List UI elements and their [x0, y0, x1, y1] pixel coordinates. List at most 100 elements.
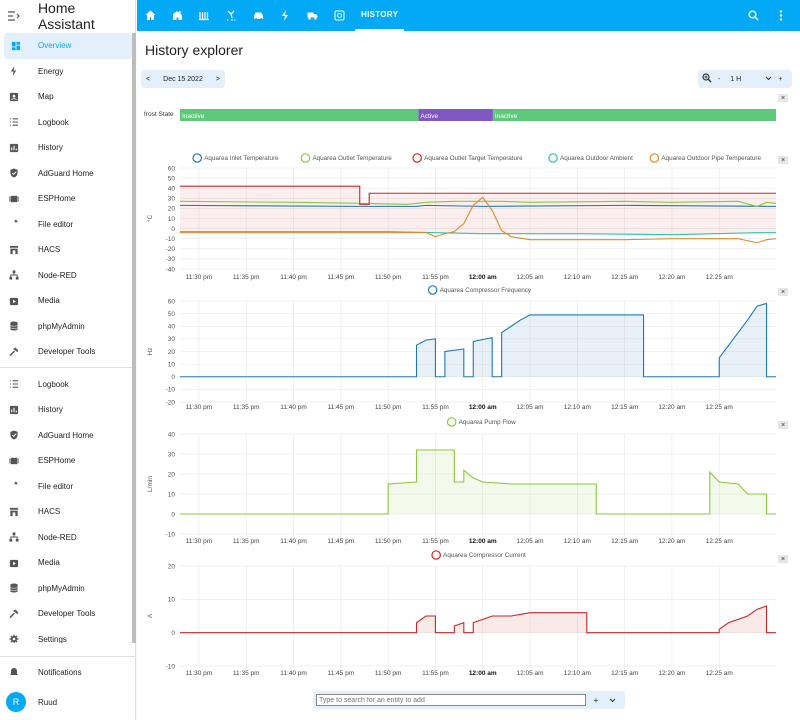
sidebar-item-esphome[interactable]: ESPHome: [0, 186, 132, 212]
entity-search-input[interactable]: [316, 694, 586, 706]
close-chart-button[interactable]: ×: [778, 156, 788, 164]
sidebar-bottom: Notifications R Ruud: [0, 656, 136, 717]
sidebar-item-notifications[interactable]: Notifications: [0, 657, 136, 687]
sidebar-item-node-red[interactable]: Node-RED: [0, 263, 132, 289]
legend-marker[interactable]: [431, 550, 441, 560]
sidebar-item-overview[interactable]: Overview: [4, 33, 132, 59]
legend-label[interactable]: Aquarea Outlet Temperature: [312, 155, 392, 162]
sidebar-item-label: Node-RED: [38, 270, 77, 280]
legend-marker[interactable]: [192, 153, 203, 163]
sidebar-item-file-editor[interactable]: File editor: [0, 212, 132, 238]
lightning-icon[interactable]: [272, 0, 299, 31]
series-line[interactable]: [180, 185, 776, 205]
timeline-label: frost State: [144, 111, 174, 118]
legend-label[interactable]: Aquarea Inlet Temperature: [204, 155, 279, 162]
series-line[interactable]: [179, 204, 776, 207]
zoom-value[interactable]: 1 H: [730, 75, 742, 83]
x-tick-label: 12:00 am: [469, 538, 497, 545]
sidebar-item-adguard-home[interactable]: AdGuard Home: [0, 423, 132, 449]
x-tick-label: 12:25 am: [706, 670, 733, 677]
logbook-icon: [0, 379, 28, 389]
sidebar-item-media[interactable]: Media: [0, 288, 132, 314]
series-line[interactable]: [180, 605, 776, 634]
close-chart-button[interactable]: ×: [778, 421, 788, 429]
more-vert-icon[interactable]: [767, 0, 794, 31]
sidebar-item-developer-tools[interactable]: Developer Tools: [0, 601, 132, 627]
legend-marker[interactable]: [300, 153, 311, 163]
sidebar-item-developer-tools[interactable]: Developer Tools: [0, 339, 132, 365]
sidebar-item-hacs[interactable]: HACS: [0, 237, 132, 263]
sidebar-item-history[interactable]: History: [0, 135, 132, 161]
chevron-down-icon[interactable]: [765, 76, 772, 83]
legend-marker[interactable]: [412, 153, 422, 163]
close-timeline-button[interactable]: ×: [778, 94, 788, 102]
hammer-icon: [0, 347, 28, 357]
legend-label[interactable]: Aquarea Pump Flow: [459, 419, 517, 426]
series-line[interactable]: [180, 302, 776, 378]
legend-marker[interactable]: [427, 285, 438, 295]
x-tick-label: 11:40 pm: [280, 670, 307, 677]
fan-icon[interactable]: [218, 0, 245, 31]
legend-label[interactable]: Aquarea Outdoor Ambient: [560, 155, 633, 162]
legend-label[interactable]: Aquarea Outdoor Pipe Temperature: [661, 155, 761, 162]
close-chart-button[interactable]: ×: [778, 555, 788, 563]
legend-label[interactable]: Aquarea Compressor Current: [443, 552, 526, 559]
zoom-minus-button[interactable]: -: [718, 75, 721, 83]
y-tick-label: -30: [166, 256, 176, 263]
y-tick-label: 10: [168, 491, 176, 498]
car-icon[interactable]: [245, 0, 272, 31]
x-tick-label: 12:20 am: [658, 274, 685, 281]
sidebar-item-file-editor[interactable]: File editor: [0, 474, 132, 500]
expand-button[interactable]: [606, 696, 618, 705]
radiator-icon[interactable]: [191, 0, 218, 31]
sidebar-item-phpmyadmin[interactable]: phpMyAdmin: [0, 576, 132, 602]
date-label[interactable]: Dec 15 2022: [163, 75, 203, 83]
sidebar-item-label: ESPHome: [38, 194, 76, 204]
sidebar-item-map[interactable]: Map: [0, 84, 132, 110]
sidebar-item-user[interactable]: R Ruud: [0, 687, 136, 717]
menu-collapse-icon[interactable]: [0, 0, 28, 31]
house-icon[interactable]: [164, 0, 191, 31]
legend-label[interactable]: Aquarea Compressor Frequency: [440, 287, 532, 294]
dashboard-icon: [4, 41, 28, 51]
zoom-plus-button[interactable]: +: [778, 75, 783, 83]
sidebar-item-energy[interactable]: Energy: [0, 59, 132, 85]
sidebar-item-node-red[interactable]: Node-RED: [0, 525, 132, 551]
sidebar-item-esphome[interactable]: ESPHome: [0, 448, 132, 474]
sidebar-item-settings[interactable]: Settings: [0, 627, 132, 643]
prev-day-button[interactable]: <: [146, 75, 151, 83]
thermostat-icon[interactable]: [326, 0, 353, 31]
sidebar-item-logbook[interactable]: Logbook: [0, 372, 132, 398]
timeline-segment[interactable]: [180, 109, 419, 121]
home-icon[interactable]: [137, 0, 164, 31]
sidebar-scrollbar[interactable]: [132, 33, 136, 643]
add-entity-button[interactable]: +: [593, 695, 599, 705]
sidebar-item-media[interactable]: Media: [0, 550, 132, 576]
sidebar-item-phpmyadmin[interactable]: phpMyAdmin: [0, 314, 132, 340]
sidebar-item-adguard-home[interactable]: AdGuard Home: [0, 161, 132, 187]
series-line[interactable]: [180, 196, 777, 244]
x-tick-label: 12:25 am: [706, 538, 733, 545]
chart-1: 60 50 40 30 20 10 0 -10 -20 -30 -40 °C 11:30 pm 11:35…: [146, 153, 777, 281]
sidebar-item-history[interactable]: History: [0, 397, 132, 423]
tab-history[interactable]: HISTORY: [355, 0, 405, 31]
timeline-segment[interactable]: [418, 109, 493, 121]
shield-icon: [0, 430, 28, 440]
legend-marker[interactable]: [446, 417, 457, 427]
sidebar-item-hacs[interactable]: HACS: [0, 499, 132, 525]
sidebar-item-label: Logbook: [38, 379, 69, 389]
sidebar-item-logbook[interactable]: Logbook: [0, 110, 132, 136]
series-line[interactable]: [180, 449, 776, 515]
series-line[interactable]: [180, 231, 776, 236]
legend-marker[interactable]: [649, 153, 660, 163]
timeline-segment[interactable]: [492, 109, 776, 121]
search-icon[interactable]: [740, 0, 767, 31]
next-day-button[interactable]: >: [215, 75, 220, 83]
truck-icon[interactable]: [299, 0, 326, 31]
legend-marker[interactable]: [548, 153, 558, 163]
y-tick-label: 30: [168, 336, 176, 343]
close-chart-button[interactable]: ×: [778, 288, 788, 296]
legend-label[interactable]: Aquarea Outlet Target Temperature: [424, 155, 523, 162]
series-line[interactable]: [179, 200, 777, 207]
y-tick-label: 10: [168, 597, 176, 604]
